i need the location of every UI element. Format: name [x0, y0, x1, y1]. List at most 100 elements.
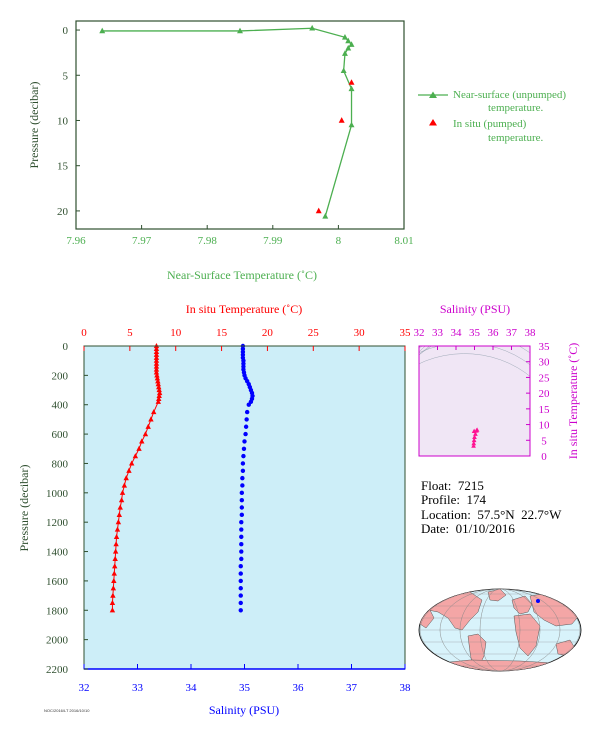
temperature-point [153, 345, 160, 352]
temperature-point [121, 482, 128, 488]
salinity-tick-label: 38 [400, 682, 412, 694]
salinity-axis-title: Salinity (PSU) [209, 703, 279, 717]
temperature-point [153, 348, 160, 354]
salinity-point [238, 564, 243, 569]
salinity-point [240, 468, 246, 473]
near-surface-x-tick-label: 8.01 [394, 235, 413, 247]
ts-y-tick-label: 5 [541, 435, 547, 447]
temperature-tick-label: 5 [127, 327, 133, 339]
density-contour [419, 353, 530, 377]
ts-y-tick-label: 25 [539, 372, 551, 384]
near-surface-point [340, 67, 347, 74]
salinity-tick-label: 35 [239, 682, 251, 694]
legend-label-1a: Near-surface (unpumped) [453, 89, 566, 101]
pressure-tick-label: 2200 [46, 664, 69, 676]
near-surface-panel: 7.96 7.97 7.98 7.99 8 8.01 0 5 10 15 20 Near-Surfa… [27, 20, 566, 282]
temperature-point [112, 548, 119, 554]
temperature-point [145, 423, 151, 429]
temperature-point [153, 366, 160, 372]
salinity-point [240, 475, 245, 481]
temperature-point [112, 555, 118, 561]
pressure-tick-label: 600 [52, 429, 69, 441]
temperature-point [154, 372, 160, 378]
ts-x-tick-label: 32 [414, 327, 425, 339]
temperature-point [126, 467, 132, 473]
temperature-point [109, 599, 116, 606]
temperature-point [116, 511, 123, 517]
temperature-point [154, 375, 161, 381]
temperature-point [156, 387, 162, 393]
near-surface-point [99, 27, 106, 34]
salinity-point [239, 556, 244, 562]
ts-x-tick-label: 38 [525, 327, 537, 339]
map-europe [511, 595, 533, 615]
near-surface-legend: Near-surface (unpumped) temperature. In … [418, 89, 566, 144]
map-meridian [439, 589, 561, 671]
profile-date: Date: 01/10/2016 [421, 521, 515, 536]
near-surface-x-tick-label: 8 [336, 235, 342, 247]
near-surface-point [348, 41, 355, 47]
temperature-tick-label: 25 [308, 327, 320, 339]
salinity-point [238, 600, 243, 606]
near-surface-point [341, 33, 348, 40]
temperature-point [113, 533, 120, 539]
in-situ-point [348, 79, 355, 85]
density-contour [419, 346, 431, 356]
map-meridian [419, 589, 581, 671]
ts-y-tick-label: 0 [541, 451, 547, 463]
temperature-point [114, 526, 121, 532]
near-surface-y-tick-label: 0 [63, 25, 69, 37]
salinity-point [238, 608, 243, 613]
salinity-point [246, 402, 251, 407]
salinity-point [238, 571, 243, 576]
ts-x-tick-label: 36 [488, 327, 500, 339]
ts-x-tick-label: 35 [469, 327, 481, 339]
ts-point [471, 428, 477, 433]
ts-temperature-title: In situ Temperature (˚C) [566, 343, 580, 460]
temperature-point [139, 438, 145, 444]
salinity-point [239, 512, 245, 518]
temperature-tick-label: 35 [400, 327, 412, 339]
ts-x-tick-label: 33 [432, 327, 444, 339]
world-map [418, 588, 582, 672]
near-surface-point [341, 50, 348, 56]
salinity-point [238, 578, 243, 584]
temperature-point [110, 592, 116, 598]
temperature-point [115, 519, 122, 525]
salinity-point [238, 593, 243, 598]
pressure-tick-label: 2000 [46, 635, 69, 647]
salinity-point [239, 490, 245, 496]
ts-point [471, 437, 477, 443]
profile-y-label: Pressure (decibar) [17, 465, 31, 552]
temperature-point [153, 369, 160, 375]
salinity-point [239, 519, 244, 525]
temperature-point [119, 489, 126, 495]
temperature-tick-label: 15 [216, 327, 228, 339]
salinity-tick-label: 34 [186, 682, 198, 694]
salinity-tick-label: 37 [346, 682, 358, 694]
temperature-point [153, 354, 160, 360]
footer-credit: NOC/2016/LT 2016/10/10 [44, 708, 90, 713]
temperature-point [155, 398, 161, 404]
map-africa [513, 613, 541, 657]
pressure-tick-label: 1800 [46, 605, 69, 617]
profile-number: Profile: 174 [421, 492, 486, 507]
salinity-tick-label: 33 [132, 682, 144, 694]
salinity-tick-label: 32 [79, 682, 90, 694]
temperature-point [112, 563, 118, 569]
in-situ-point [338, 117, 345, 123]
salinity-point [239, 527, 244, 532]
temperature-point [153, 351, 160, 357]
temperature-point [148, 416, 154, 422]
temperature-point [118, 497, 125, 503]
pressure-tick-label: 1400 [46, 547, 69, 559]
map-meridian [459, 589, 541, 671]
ts-y-tick-label: 10 [539, 420, 551, 432]
temperature-point [156, 395, 162, 401]
temperature-tick-label: 10 [170, 327, 182, 339]
temperature-point [153, 357, 160, 363]
near-surface-point [309, 24, 316, 31]
ts-point [474, 427, 480, 432]
salinity-point [241, 446, 247, 451]
